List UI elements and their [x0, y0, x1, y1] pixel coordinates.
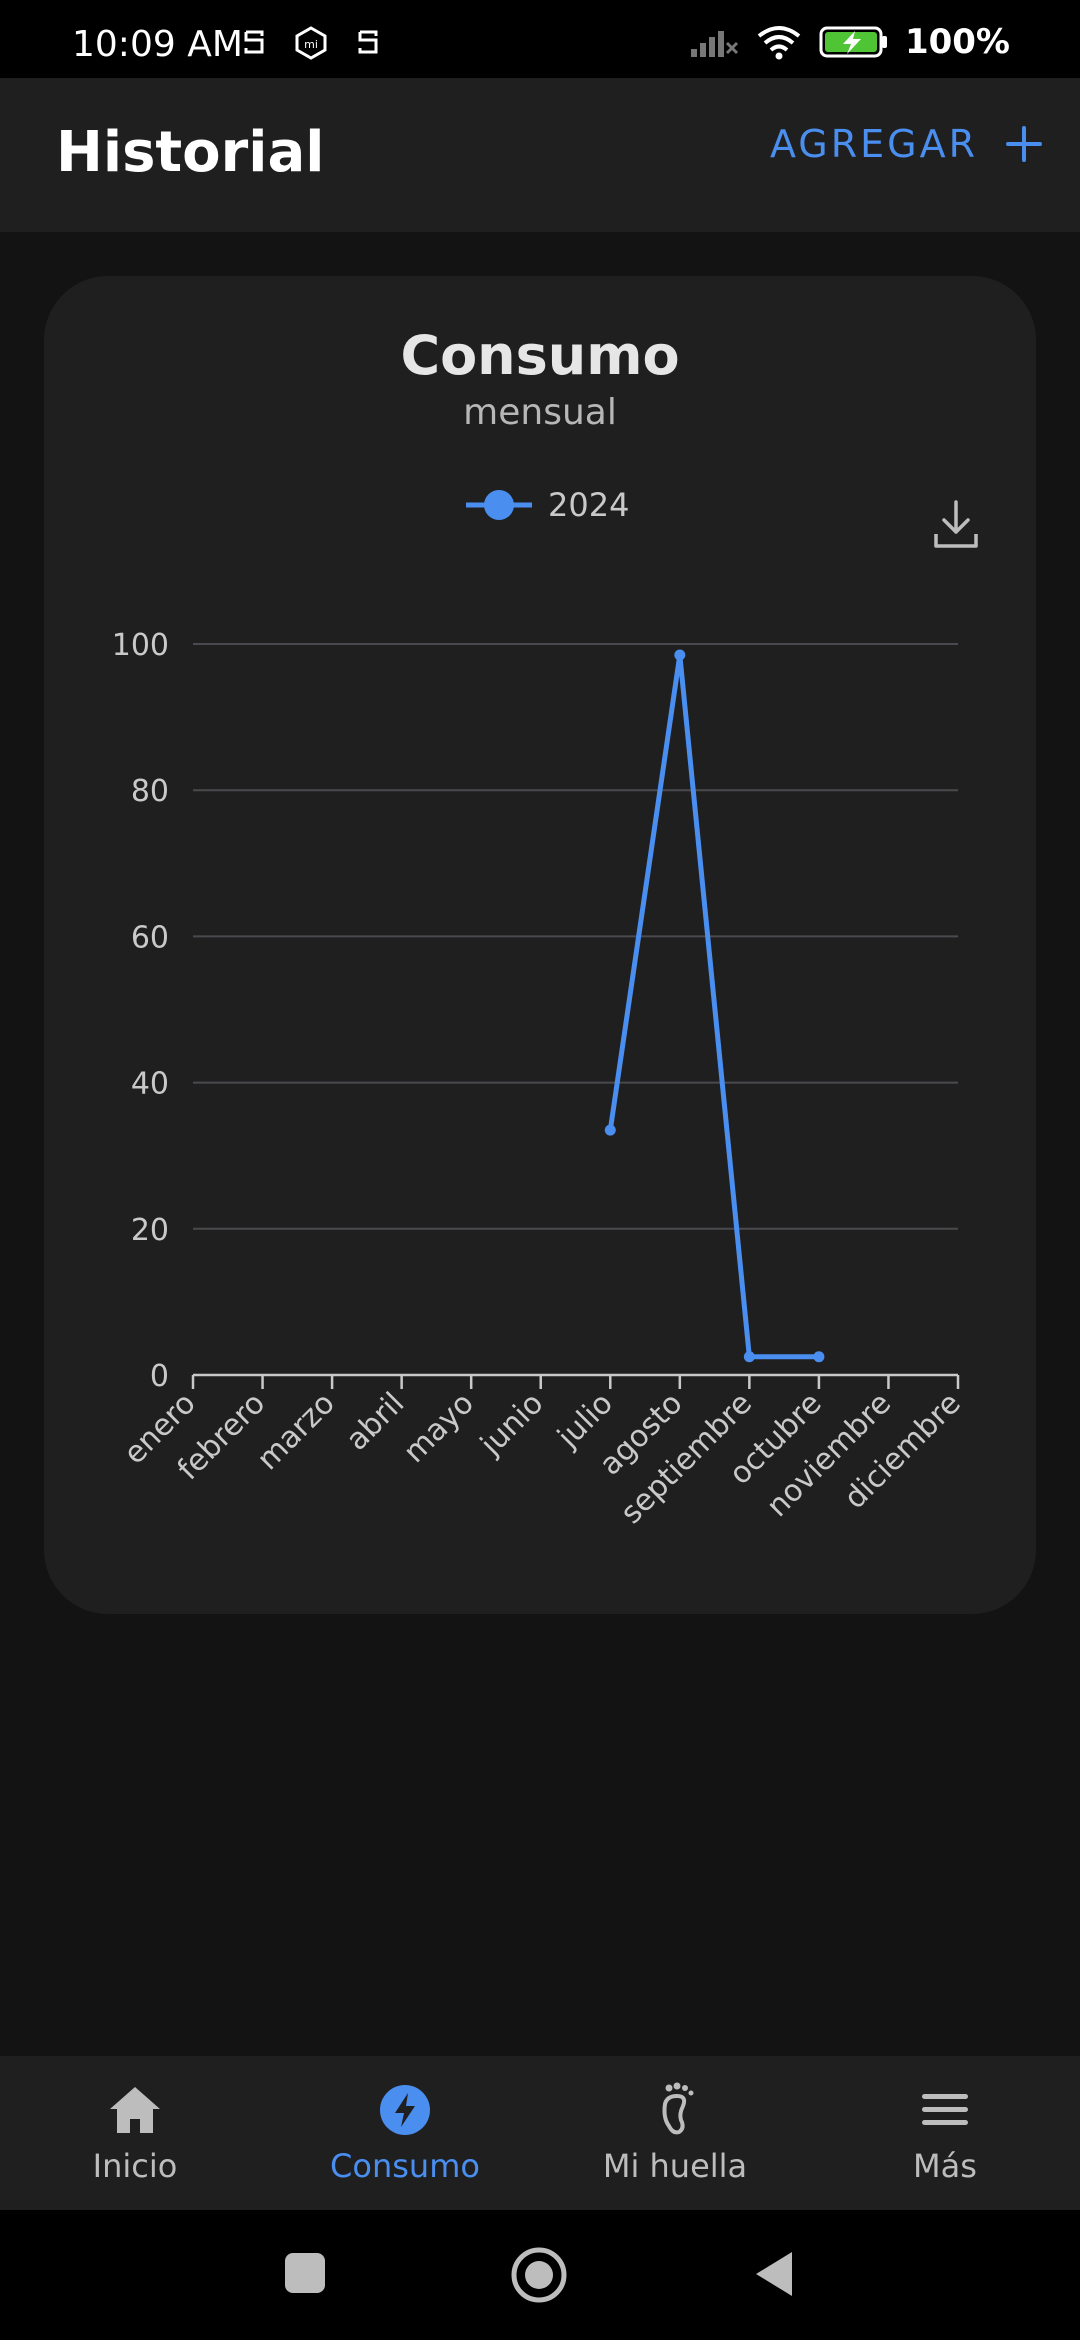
nav-item-mas[interactable]: Más — [810, 2056, 1080, 2210]
consumption-chart-card: Consumo mensual 2024 0 20 40 60 80 100 enero fe… — [44, 276, 1036, 1614]
y-tick-label: 20 — [131, 1213, 169, 1248]
status-time: 10:09 AM — [72, 24, 243, 65]
notification-s-icon — [244, 30, 264, 54]
y-tick-label: 60 — [131, 920, 169, 955]
nav-item-consumo[interactable]: Consumo — [270, 2056, 540, 2210]
chart-subtitle: mensual — [463, 392, 617, 433]
x-tick-label: junio — [473, 1386, 550, 1463]
add-button[interactable]: AGREGAR — [770, 122, 1044, 166]
download-icon[interactable] — [932, 498, 980, 550]
chart-legend[interactable]: 2024 — [464, 486, 629, 524]
bolt-icon — [380, 2085, 430, 2135]
data-point — [674, 649, 686, 661]
add-button-label: AGREGAR — [769, 122, 978, 166]
nav-label-inicio: Inicio — [92, 2147, 178, 2185]
nav-label-mi-huella: Mi huella — [602, 2147, 748, 2185]
signal-icon — [690, 31, 739, 57]
recents-icon[interactable] — [282, 2250, 328, 2296]
data-point — [813, 1351, 825, 1363]
data-point — [743, 1351, 755, 1363]
legend-label: 2024 — [548, 486, 630, 524]
nav-label-mas: Más — [913, 2147, 977, 2185]
home-icon — [110, 2087, 160, 2133]
y-tick-label: 40 — [131, 1067, 169, 1102]
battery-percentage: 100% — [904, 22, 1010, 62]
footprint-icon — [662, 2082, 694, 2135]
nav-label-consumo: Consumo — [330, 2147, 480, 2185]
x-tick-label: mayo — [397, 1386, 481, 1470]
wifi-icon — [757, 26, 801, 60]
system-navigation-bar — [0, 2210, 1080, 2340]
back-icon[interactable] — [752, 2248, 796, 2300]
data-point — [604, 1124, 616, 1136]
nav-item-mi-huella[interactable]: Mi huella — [540, 2056, 810, 2210]
line-chart: 020406080100enerofebreromarzoabrilmayoju… — [112, 628, 968, 1531]
plus-icon — [1006, 126, 1042, 162]
status-bar: 10:09 AM mi — [0, 0, 1080, 78]
status-notification-icons: mi — [242, 26, 380, 60]
mi-icon: mi — [295, 26, 327, 60]
y-tick-label: 100 — [112, 628, 169, 663]
battery-charging-icon — [819, 26, 887, 58]
home-circle-icon[interactable] — [510, 2246, 568, 2304]
app-bar: Historial AGREGAR — [0, 78, 1080, 232]
nav-item-inicio[interactable]: Inicio — [0, 2056, 270, 2210]
y-tick-label: 80 — [131, 774, 169, 809]
chart-title: Consumo — [400, 324, 680, 387]
menu-icon — [922, 2094, 968, 2125]
page-title: Historial — [56, 120, 325, 185]
bottom-navigation: Inicio Consumo Mi huella — [0, 2056, 1080, 2210]
y-tick-label: 0 — [150, 1359, 169, 1394]
svg-text:mi: mi — [304, 38, 318, 51]
x-tick-label: marzo — [250, 1386, 341, 1477]
legend-marker — [466, 490, 532, 520]
series-line — [607, 652, 819, 1360]
status-system-icons: 100% — [689, 22, 1010, 62]
notification-s-icon — [358, 30, 378, 54]
